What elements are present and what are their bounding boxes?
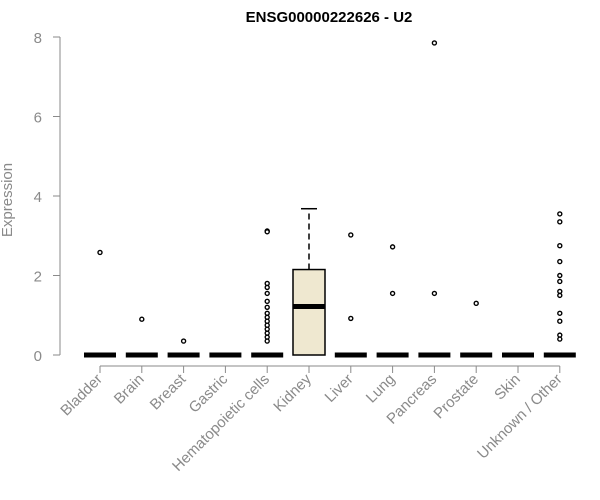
box-unknown-other: [543, 211, 576, 358]
outlier-point: [431, 40, 438, 46]
outlier-point: [264, 298, 270, 305]
y-tick-label: 8: [34, 30, 42, 47]
x-tick-label: Skin: [491, 371, 524, 404]
outlier-point: [264, 290, 270, 297]
outlier-point: [264, 284, 270, 291]
outlier-point: [557, 272, 563, 279]
outlier-point: [557, 278, 563, 285]
outlier-point: [97, 249, 103, 256]
box-breast: [167, 338, 200, 358]
x-tick-label: Bladder: [57, 371, 106, 420]
x-tick-label: Brain: [111, 371, 148, 408]
box-hematopoietic-cells: [251, 228, 284, 358]
outlier-point: [431, 290, 438, 297]
outlier-point: [389, 244, 396, 250]
outlier-point: [557, 242, 563, 249]
outlier-point: [264, 304, 270, 310]
y-axis: 0 2 4 6 8: [34, 30, 61, 365]
y-tick-label: 6: [34, 110, 42, 127]
y-axis-label: Expression: [0, 163, 16, 237]
outlier-point: [264, 338, 270, 344]
x-tick-label: Lung: [363, 371, 399, 407]
outlier-point: [557, 258, 563, 265]
outlier-point: [180, 338, 187, 344]
box-lung: [376, 244, 409, 358]
outlier-point: [557, 318, 563, 324]
outlier-point: [348, 315, 354, 322]
outlier-point: [473, 300, 479, 307]
outlier-point: [557, 292, 563, 299]
x-tick-label: Liver: [322, 371, 357, 406]
outlier-point: [264, 229, 270, 235]
box-iqr: [292, 268, 326, 356]
box-liver: [334, 232, 367, 358]
outlier-point: [139, 316, 145, 322]
y-tick-label: 4: [34, 189, 42, 206]
chart-title: ENSG00000222626 - U2: [246, 9, 413, 26]
x-tick-label: Kidney: [270, 370, 315, 415]
box-prostate: [460, 300, 493, 358]
outlier-point: [348, 232, 354, 238]
y-tick-label: 0: [34, 348, 42, 365]
x-tick-label: Breast: [147, 370, 190, 413]
y-tick-label: 2: [34, 269, 42, 286]
outlier-point: [389, 290, 396, 297]
box-brain: [125, 316, 158, 358]
outlier-point: [557, 310, 563, 316]
box-kidney: [292, 207, 326, 356]
x-tick-label: Prostate: [430, 371, 482, 423]
box-pancreas: [418, 40, 451, 358]
outlier-point: [557, 211, 563, 217]
outlier-point: [557, 336, 563, 342]
box-series: [84, 40, 576, 358]
outlier-point: [557, 219, 563, 225]
box-bladder: [84, 249, 116, 358]
